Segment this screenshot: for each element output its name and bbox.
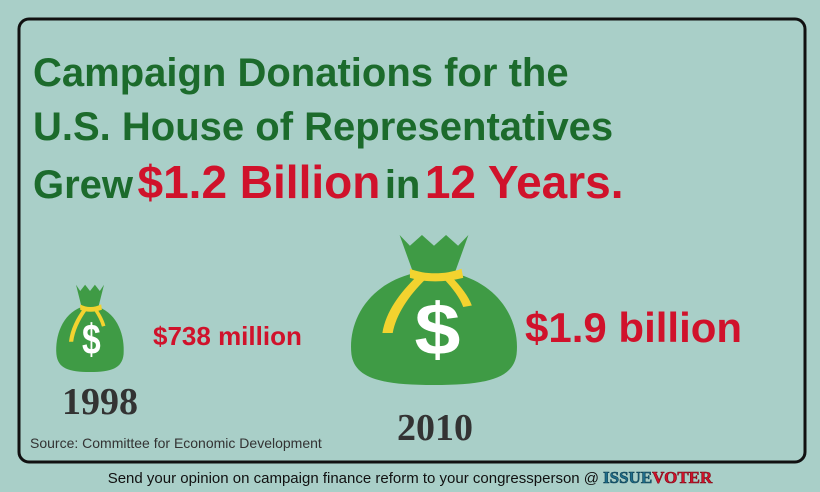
title-word: in [385, 163, 421, 207]
year: 1998 [62, 381, 138, 423]
footer: Send your opinion on campaign finance re… [108, 468, 713, 487]
title-highlight: $1.2 Billion [138, 156, 381, 208]
title-line: U.S. House of Representatives [33, 105, 613, 149]
title-line: Grew $1.2 Billion in 12 Years. [33, 156, 624, 208]
amount: $738 million [153, 321, 302, 351]
logo: ISSUE [603, 468, 652, 487]
frame [17, 17, 807, 464]
title-highlight: 12 Years. [425, 156, 624, 208]
year: 2010 [397, 407, 473, 449]
amount: $1.9 billion [525, 304, 742, 351]
logo: VOTER [652, 468, 713, 487]
title-word: Grew [33, 163, 134, 207]
title-line: Campaign Donations for the [33, 51, 569, 95]
footer-text: Send your opinion on campaign finance re… [108, 470, 599, 487]
source: Source: Committee for Economic Developme… [30, 435, 322, 451]
